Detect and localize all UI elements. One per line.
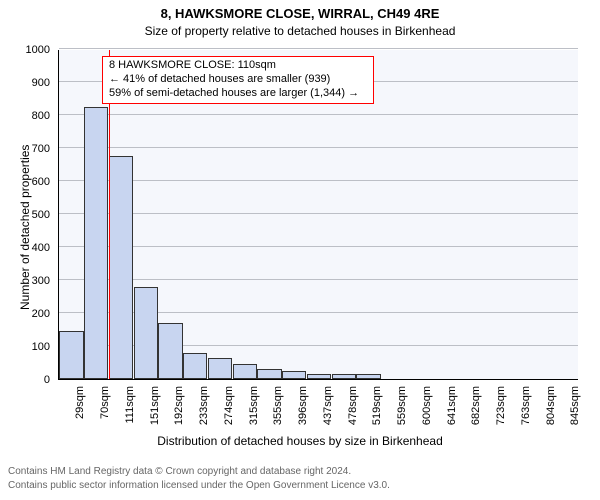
annotation-line: ← 41% of detached houses are smaller (93… — [109, 73, 367, 87]
y-tick-label: 700 — [0, 143, 50, 155]
x-tick-label: 151sqm — [149, 386, 161, 425]
x-tick-label: 845sqm — [569, 386, 581, 425]
histogram-bar — [332, 374, 356, 379]
chart-title-line1: 8, HAWKSMORE CLOSE, WIRRAL, CH49 4RE — [0, 6, 600, 21]
x-tick-label: 355sqm — [272, 386, 284, 425]
histogram-bar — [134, 287, 158, 379]
x-tick-label: 111sqm — [124, 386, 136, 424]
annotation-line: 8 HAWKSMORE CLOSE: 110sqm — [109, 59, 367, 73]
histogram-bar — [233, 364, 257, 379]
y-tick-label: 800 — [0, 110, 50, 122]
y-tick-label: 100 — [0, 341, 50, 353]
annotation-box: 8 HAWKSMORE CLOSE: 110sqm← 41% of detach… — [102, 56, 374, 104]
histogram-bar — [84, 107, 108, 379]
y-tick-label: 1000 — [0, 44, 50, 56]
y-tick-label: 600 — [0, 176, 50, 188]
x-tick-label: 233sqm — [198, 386, 210, 425]
y-tick-label: 400 — [0, 242, 50, 254]
histogram-bar — [183, 353, 207, 379]
histogram-bar — [208, 358, 232, 379]
x-tick-label: 315sqm — [248, 386, 260, 425]
chart-container: 8, HAWKSMORE CLOSE, WIRRAL, CH49 4RE Siz… — [0, 0, 600, 500]
y-tick-label: 0 — [0, 374, 50, 386]
x-tick-label: 192sqm — [173, 386, 185, 425]
footer-line-1: Contains HM Land Registry data © Crown c… — [8, 466, 351, 477]
footer-line-2: Contains public sector information licen… — [8, 480, 390, 491]
x-tick-label: 641sqm — [446, 386, 458, 425]
x-tick-label: 682sqm — [470, 386, 482, 425]
x-tick-label: 559sqm — [396, 386, 408, 425]
x-tick-label: 600sqm — [421, 386, 433, 425]
x-tick-label: 723sqm — [495, 386, 507, 425]
annotation-line: 59% of semi-detached houses are larger (… — [109, 87, 367, 101]
histogram-bar — [282, 371, 306, 379]
y-tick-label: 500 — [0, 209, 50, 221]
histogram-bar — [307, 374, 331, 379]
y-tick-label: 900 — [0, 77, 50, 89]
x-tick-label: 396sqm — [297, 386, 309, 425]
histogram-bar — [109, 156, 133, 379]
x-tick-label: 70sqm — [99, 386, 111, 419]
x-tick-label: 274sqm — [223, 386, 235, 425]
histogram-bar — [158, 323, 182, 379]
y-tick-label: 200 — [0, 308, 50, 320]
x-tick-label: 804sqm — [545, 386, 557, 425]
histogram-bar — [257, 369, 281, 379]
x-tick-label: 29sqm — [74, 386, 86, 419]
x-axis-label: Distribution of detached houses by size … — [0, 434, 600, 448]
x-tick-label: 437sqm — [322, 386, 334, 425]
y-tick-label: 300 — [0, 275, 50, 287]
x-tick-label: 519sqm — [371, 386, 383, 425]
x-tick-label: 478sqm — [347, 386, 359, 425]
histogram-bar — [59, 331, 83, 379]
x-tick-label: 763sqm — [520, 386, 532, 425]
histogram-bar — [356, 374, 380, 379]
chart-title-line2: Size of property relative to detached ho… — [0, 24, 600, 38]
